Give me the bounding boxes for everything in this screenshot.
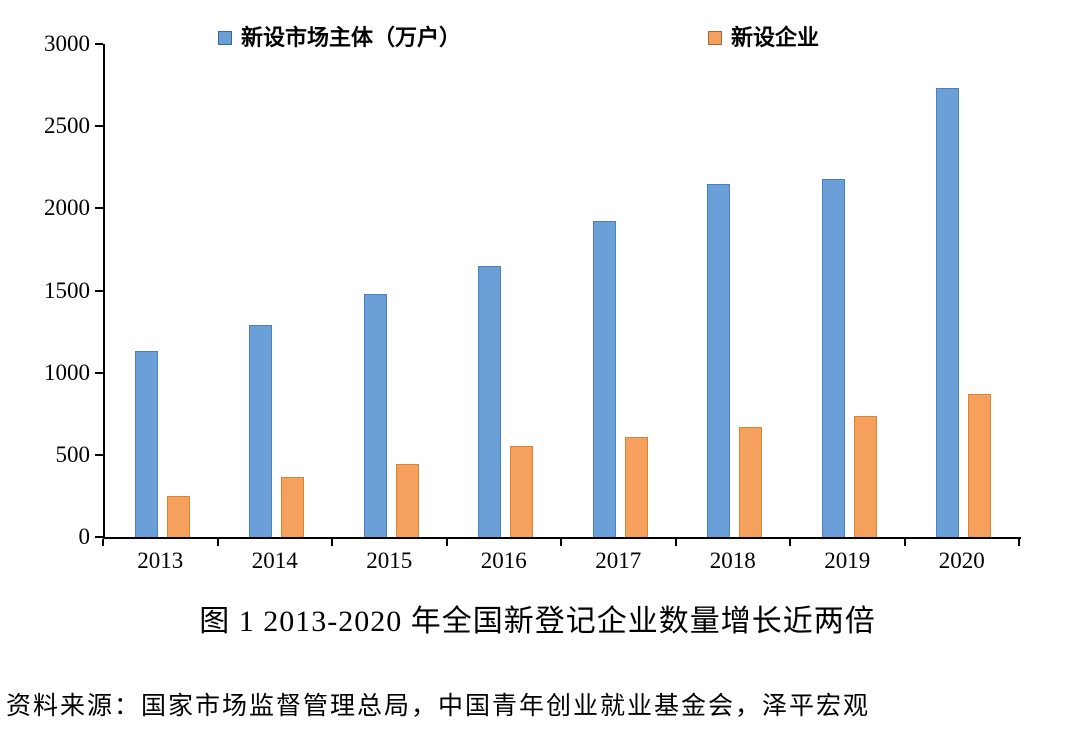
legend-swatch-new-enterprises-icon [708, 31, 722, 45]
y-label-1000: 1000 [44, 359, 90, 385]
y-label-0: 0 [78, 524, 91, 549]
y-label-2500: 2500 [44, 113, 90, 139]
bar-market-entities-2020 [936, 87, 960, 537]
chart-caption: 图 1 2013-2020 年全国新登记企业数量增长近两倍 [199, 605, 876, 638]
y-label-3000: 3000 [44, 31, 90, 56]
bar-market-entities-2013 [134, 351, 158, 537]
y-tick [95, 207, 103, 210]
bar-group-2013 [134, 44, 190, 537]
x-tick [789, 539, 791, 546]
bar-group-2020 [936, 44, 992, 537]
x-tick [445, 539, 448, 546]
bar-new-enterprises-2016 [510, 446, 534, 537]
bar-group-2019 [821, 44, 877, 537]
x-label-2013: 2013 [137, 548, 184, 573]
y-label-500: 500 [55, 441, 91, 467]
bar-group-2017 [592, 44, 648, 537]
legend-swatch-market-entities-icon [218, 31, 232, 45]
bar-group-2015 [363, 44, 419, 537]
bar-group-2014 [249, 44, 305, 537]
bar-new-enterprises-2013 [166, 495, 190, 537]
y-tick [95, 536, 103, 538]
legend-item-market-entities: 新设市场主体（万户） [218, 26, 461, 50]
legend-item-new-enterprises: 新设企业 [708, 26, 819, 50]
x-label-2017: 2017 [595, 548, 642, 573]
x-label-2020: 2020 [938, 548, 985, 573]
bar-market-entities-2014 [249, 324, 273, 537]
x-tick [674, 539, 677, 546]
x-label-2018: 2018 [709, 548, 756, 573]
bar-new-enterprises-2017 [624, 437, 648, 537]
legend-label-market-entities: 新设市场主体（万户） [241, 25, 462, 50]
x-tick [1018, 539, 1020, 546]
y-tick [95, 289, 103, 292]
bar-new-enterprises-2018 [739, 426, 763, 537]
x-axis-labels: 2013 2014 2015 2016 2017 2018 2019 2020 [103, 548, 1019, 574]
bar-market-entities-2018 [707, 183, 731, 537]
bar-group-2018 [707, 44, 763, 537]
bar-market-entities-2015 [363, 293, 387, 537]
y-tick [95, 371, 103, 374]
y-tick [95, 453, 103, 456]
bar-new-enterprises-2019 [853, 415, 877, 537]
bar-market-entities-2017 [592, 220, 616, 537]
x-label-2019: 2019 [824, 548, 871, 573]
x-tick [560, 539, 562, 546]
x-tick [331, 539, 333, 546]
x-label-2015: 2015 [366, 548, 413, 573]
legend-label-new-enterprises: 新设企业 [731, 25, 820, 50]
y-label-1500: 1500 [44, 277, 90, 303]
bar-market-entities-2016 [478, 265, 502, 537]
x-tick [216, 539, 219, 546]
x-label-2016: 2016 [480, 548, 527, 573]
x-tick [903, 539, 906, 546]
bar-group-2016 [478, 44, 534, 537]
bar-market-entities-2019 [821, 178, 845, 537]
y-tick [95, 43, 103, 45]
source-note: 资料来源：国家市场监督管理总局，中国青年创业就业基金会，泽平宏观 [6, 693, 871, 720]
bar-new-enterprises-2020 [968, 394, 992, 537]
y-label-2000: 2000 [44, 195, 90, 221]
plot-area [103, 44, 1021, 539]
bar-new-enterprises-2014 [281, 477, 305, 537]
x-label-2014: 2014 [251, 548, 298, 573]
bar-new-enterprises-2015 [395, 464, 419, 537]
y-tick [95, 125, 103, 128]
x-tick [102, 539, 104, 546]
